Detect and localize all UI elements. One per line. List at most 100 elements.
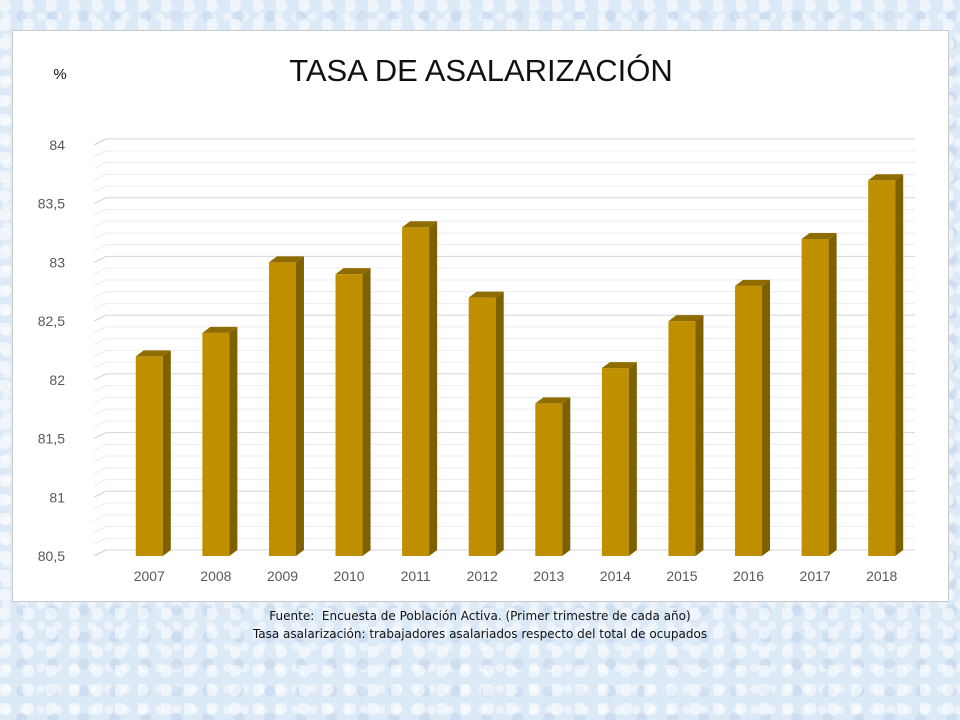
bar-chart: TASA DE ASALARIZACIÓN % 80,5 81 81,5 82 82,5…	[38, 53, 915, 584]
bar-front	[735, 285, 763, 556]
y-tick-label: 81,5	[38, 431, 65, 447]
gridline-depth	[93, 385, 107, 393]
bar-side	[162, 350, 171, 556]
bar-side	[495, 291, 504, 556]
bar-side	[762, 279, 771, 556]
gridline-depth	[93, 314, 107, 322]
bar-2016	[735, 279, 771, 556]
x-tick-label: 2013	[533, 568, 564, 584]
gridline-depth	[93, 467, 107, 475]
bar-front	[535, 403, 563, 556]
x-tick-label: 2014	[600, 568, 631, 584]
bar-top	[801, 232, 837, 239]
y-tick-label: 83	[49, 254, 65, 270]
y-tick-label: 83,5	[38, 196, 65, 212]
gridline-depth	[93, 537, 107, 545]
gridline-depth	[93, 279, 107, 287]
gridline-depth	[93, 185, 107, 193]
bar-side	[895, 174, 904, 556]
chart-panel: TASA DE ASALARIZACIÓN % 80,5 81 81,5 82 82,5…	[12, 30, 949, 602]
bar-2017	[801, 232, 837, 556]
bar-2012	[468, 291, 504, 556]
definition-note: Tasa asalarización: trabajadores asalari…	[252, 627, 708, 641]
gridline-depth	[93, 255, 107, 263]
bar-2014	[601, 362, 637, 556]
bar-side	[362, 268, 371, 556]
x-tick-label: 2017	[800, 568, 831, 584]
bar-side	[562, 397, 571, 556]
gridline-depth	[93, 479, 107, 486]
bar-front	[601, 368, 629, 556]
x-tick-label: 2018	[866, 568, 897, 584]
gridline-depth	[93, 338, 107, 346]
y-axis-ticks: 80,5 81 81,5 82 82,5 83 83,5 84	[38, 137, 65, 564]
gridline-depth	[93, 420, 107, 428]
gridline-depth	[93, 209, 107, 216]
bar-side	[695, 315, 704, 556]
gridline-depth	[93, 408, 107, 416]
bar-front	[335, 274, 363, 556]
gridline-depth	[93, 490, 107, 498]
bar-front	[402, 227, 430, 556]
bar-top	[668, 315, 704, 322]
gridline-depth	[93, 244, 107, 252]
gridline-depth	[93, 432, 107, 440]
bar-side	[828, 232, 837, 556]
x-tick-label: 2012	[467, 568, 498, 584]
y-tick-label: 80,5	[38, 548, 65, 564]
bar-top	[268, 256, 304, 263]
y-unit-label: %	[53, 66, 66, 83]
x-axis-ticks: 2007 2008 2009 2010 2011 2012 2013 2014 2015 2016…	[134, 568, 898, 584]
bar-front	[135, 356, 163, 556]
gridline-depth	[93, 549, 107, 557]
gridline-depth	[93, 502, 107, 510]
gridline-depth	[93, 514, 107, 522]
gridline-depth	[93, 326, 107, 334]
bar-top	[735, 279, 771, 286]
bar-2018	[868, 174, 904, 556]
bar-2010	[335, 268, 371, 556]
bar-top	[601, 362, 637, 369]
bar-2015	[668, 315, 704, 556]
x-tick-label: 2010	[333, 568, 364, 584]
bar-side	[295, 256, 304, 556]
gridline-depth	[93, 291, 107, 299]
y-tick-label: 81	[49, 489, 65, 505]
gridline-depth	[93, 197, 107, 205]
bar-side	[628, 362, 637, 556]
gridline-depth	[93, 138, 107, 146]
bar-front	[268, 262, 296, 556]
x-tick-label: 2008	[200, 568, 231, 584]
gridline-depth	[93, 349, 107, 357]
gridlines	[93, 138, 915, 557]
bars	[135, 174, 904, 556]
y-tick-label: 82	[49, 372, 65, 388]
bar-front	[868, 180, 896, 556]
bar-side	[429, 221, 438, 556]
bar-side	[229, 326, 238, 556]
source-note: Fuente: Encuesta de Población Activa. (P…	[269, 609, 691, 623]
gridline-depth	[93, 173, 107, 181]
bar-front	[801, 238, 829, 556]
bar-2009	[268, 256, 304, 556]
x-tick-label: 2016	[733, 568, 764, 584]
x-tick-label: 2011	[401, 568, 431, 584]
chart-footer: Fuente: Encuesta de Población Activa. (P…	[0, 607, 960, 643]
y-tick-label: 82,5	[38, 313, 65, 329]
gridline-depth	[93, 267, 107, 275]
x-tick-label: 2007	[134, 568, 165, 584]
gridline-depth	[93, 443, 107, 451]
bar-top	[535, 397, 571, 404]
gridline-depth	[93, 361, 107, 369]
bar-top	[468, 291, 504, 298]
bar-2013	[535, 397, 571, 556]
y-tick-label: 84	[49, 137, 65, 153]
gridline-depth	[93, 373, 107, 381]
bar-2011	[402, 221, 438, 556]
bar-front	[202, 332, 230, 556]
bar-top	[335, 268, 371, 275]
chart-title: TASA DE ASALARIZACIÓN	[289, 53, 673, 88]
bar-top	[868, 174, 904, 181]
gridline-depth	[93, 396, 107, 404]
bar-2008	[202, 326, 238, 556]
